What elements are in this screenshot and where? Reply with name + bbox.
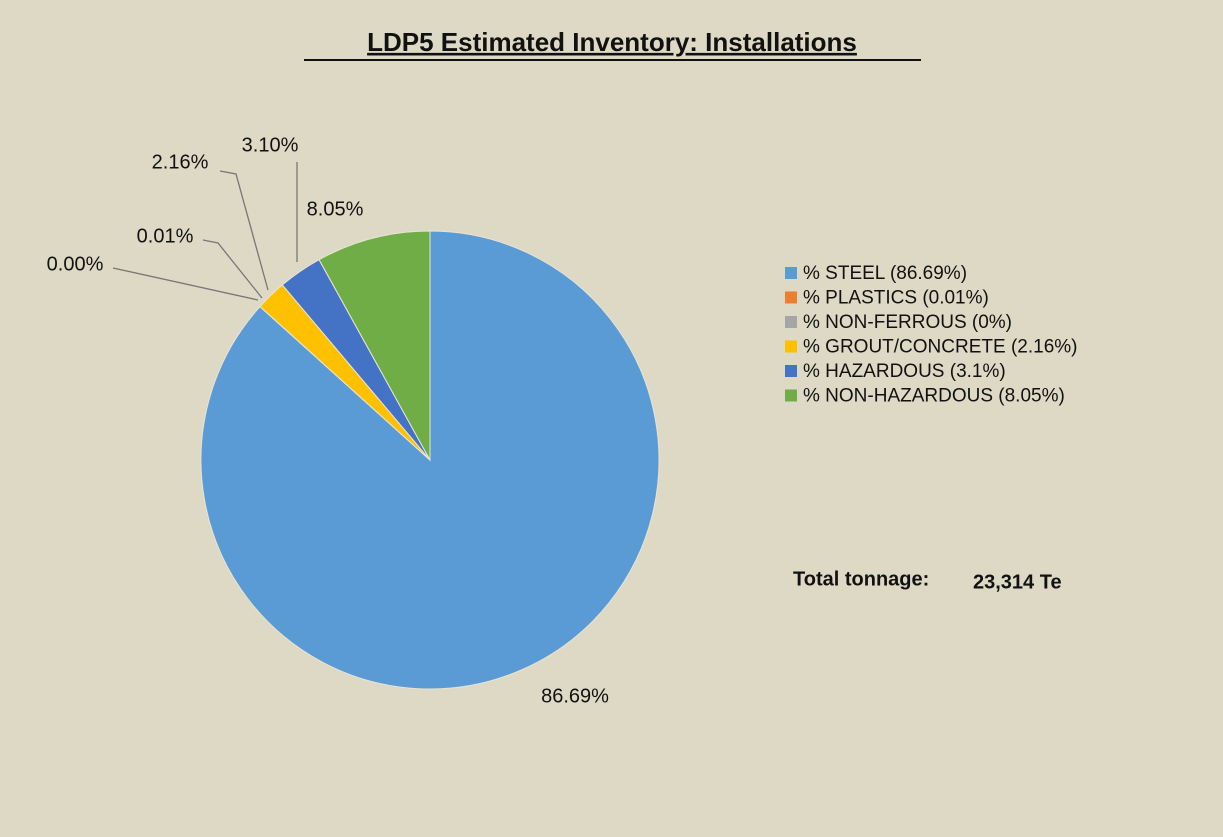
data-label: 8.05% bbox=[307, 198, 364, 220]
total-value: 23,314 Te bbox=[973, 571, 1062, 593]
legend-label: % GROUT/CONCRETE (2.16%) bbox=[803, 337, 1077, 358]
legend-swatch bbox=[785, 316, 797, 328]
data-label: 2.16% bbox=[152, 151, 209, 173]
legend-label: % NON-FERROUS (0%) bbox=[803, 312, 1012, 333]
legend-label: % PLASTICS (0.01%) bbox=[803, 288, 989, 309]
total-label: Total tonnage: bbox=[793, 568, 929, 590]
chart-title: LDP5 Estimated Inventory: Installations bbox=[367, 27, 857, 57]
leader-line bbox=[202, 239, 263, 299]
pie-slice bbox=[318, 230, 431, 462]
legend-swatch bbox=[785, 389, 797, 402]
data-label: 3.10% bbox=[242, 134, 299, 156]
data-label: 0.00% bbox=[47, 253, 104, 275]
legend-label: % HAZARDOUS (3.1%) bbox=[803, 361, 1006, 382]
legend-swatch bbox=[785, 267, 797, 279]
legend-swatch bbox=[785, 340, 797, 353]
legend-swatch bbox=[785, 365, 797, 377]
legend-swatch bbox=[785, 291, 797, 304]
leader-line bbox=[112, 267, 259, 301]
legend-label: % STEEL (86.69%) bbox=[803, 263, 967, 284]
leader-line bbox=[219, 170, 269, 291]
data-label: 0.01% bbox=[137, 225, 194, 247]
data-label: 86.69% bbox=[541, 685, 609, 707]
legend-label: % NON-HAZARDOUS (8.05%) bbox=[803, 386, 1065, 407]
